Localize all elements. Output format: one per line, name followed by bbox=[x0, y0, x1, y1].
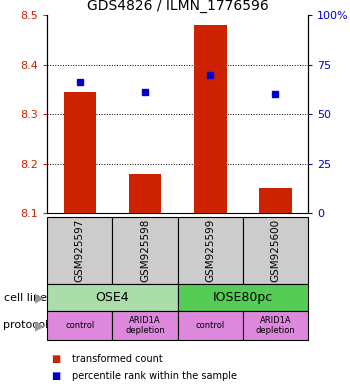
Bar bbox=[177, 217, 243, 284]
Bar bbox=[64, 92, 96, 213]
Text: ■: ■ bbox=[51, 371, 60, 381]
Text: GSM925597: GSM925597 bbox=[75, 219, 85, 282]
Bar bbox=[129, 174, 161, 213]
Text: cell line: cell line bbox=[4, 293, 47, 303]
Bar bbox=[112, 217, 177, 284]
Text: ▶: ▶ bbox=[35, 319, 45, 332]
Text: transformed count: transformed count bbox=[72, 354, 162, 364]
Text: ARID1A
depletion: ARID1A depletion bbox=[256, 316, 295, 335]
Bar bbox=[47, 217, 112, 284]
Bar bbox=[177, 311, 243, 340]
Text: ARID1A
depletion: ARID1A depletion bbox=[125, 316, 165, 335]
Text: GSM925599: GSM925599 bbox=[205, 219, 215, 282]
Text: ▶: ▶ bbox=[35, 291, 45, 304]
Bar bbox=[243, 217, 308, 284]
Text: ■: ■ bbox=[51, 354, 60, 364]
Text: IOSE80pc: IOSE80pc bbox=[213, 291, 273, 304]
Bar bbox=[47, 284, 177, 311]
Bar bbox=[47, 311, 112, 340]
Text: percentile rank within the sample: percentile rank within the sample bbox=[72, 371, 237, 381]
Text: GSM925598: GSM925598 bbox=[140, 219, 150, 282]
Bar bbox=[177, 284, 308, 311]
Bar bbox=[112, 311, 177, 340]
Bar bbox=[243, 311, 308, 340]
Text: GSM925600: GSM925600 bbox=[271, 219, 280, 282]
Text: control: control bbox=[196, 321, 225, 330]
Title: GDS4826 / ILMN_1776596: GDS4826 / ILMN_1776596 bbox=[87, 0, 268, 13]
Bar bbox=[259, 189, 292, 213]
Text: OSE4: OSE4 bbox=[96, 291, 129, 304]
Text: control: control bbox=[65, 321, 94, 330]
Bar bbox=[194, 25, 226, 213]
Text: protocol: protocol bbox=[4, 320, 49, 331]
